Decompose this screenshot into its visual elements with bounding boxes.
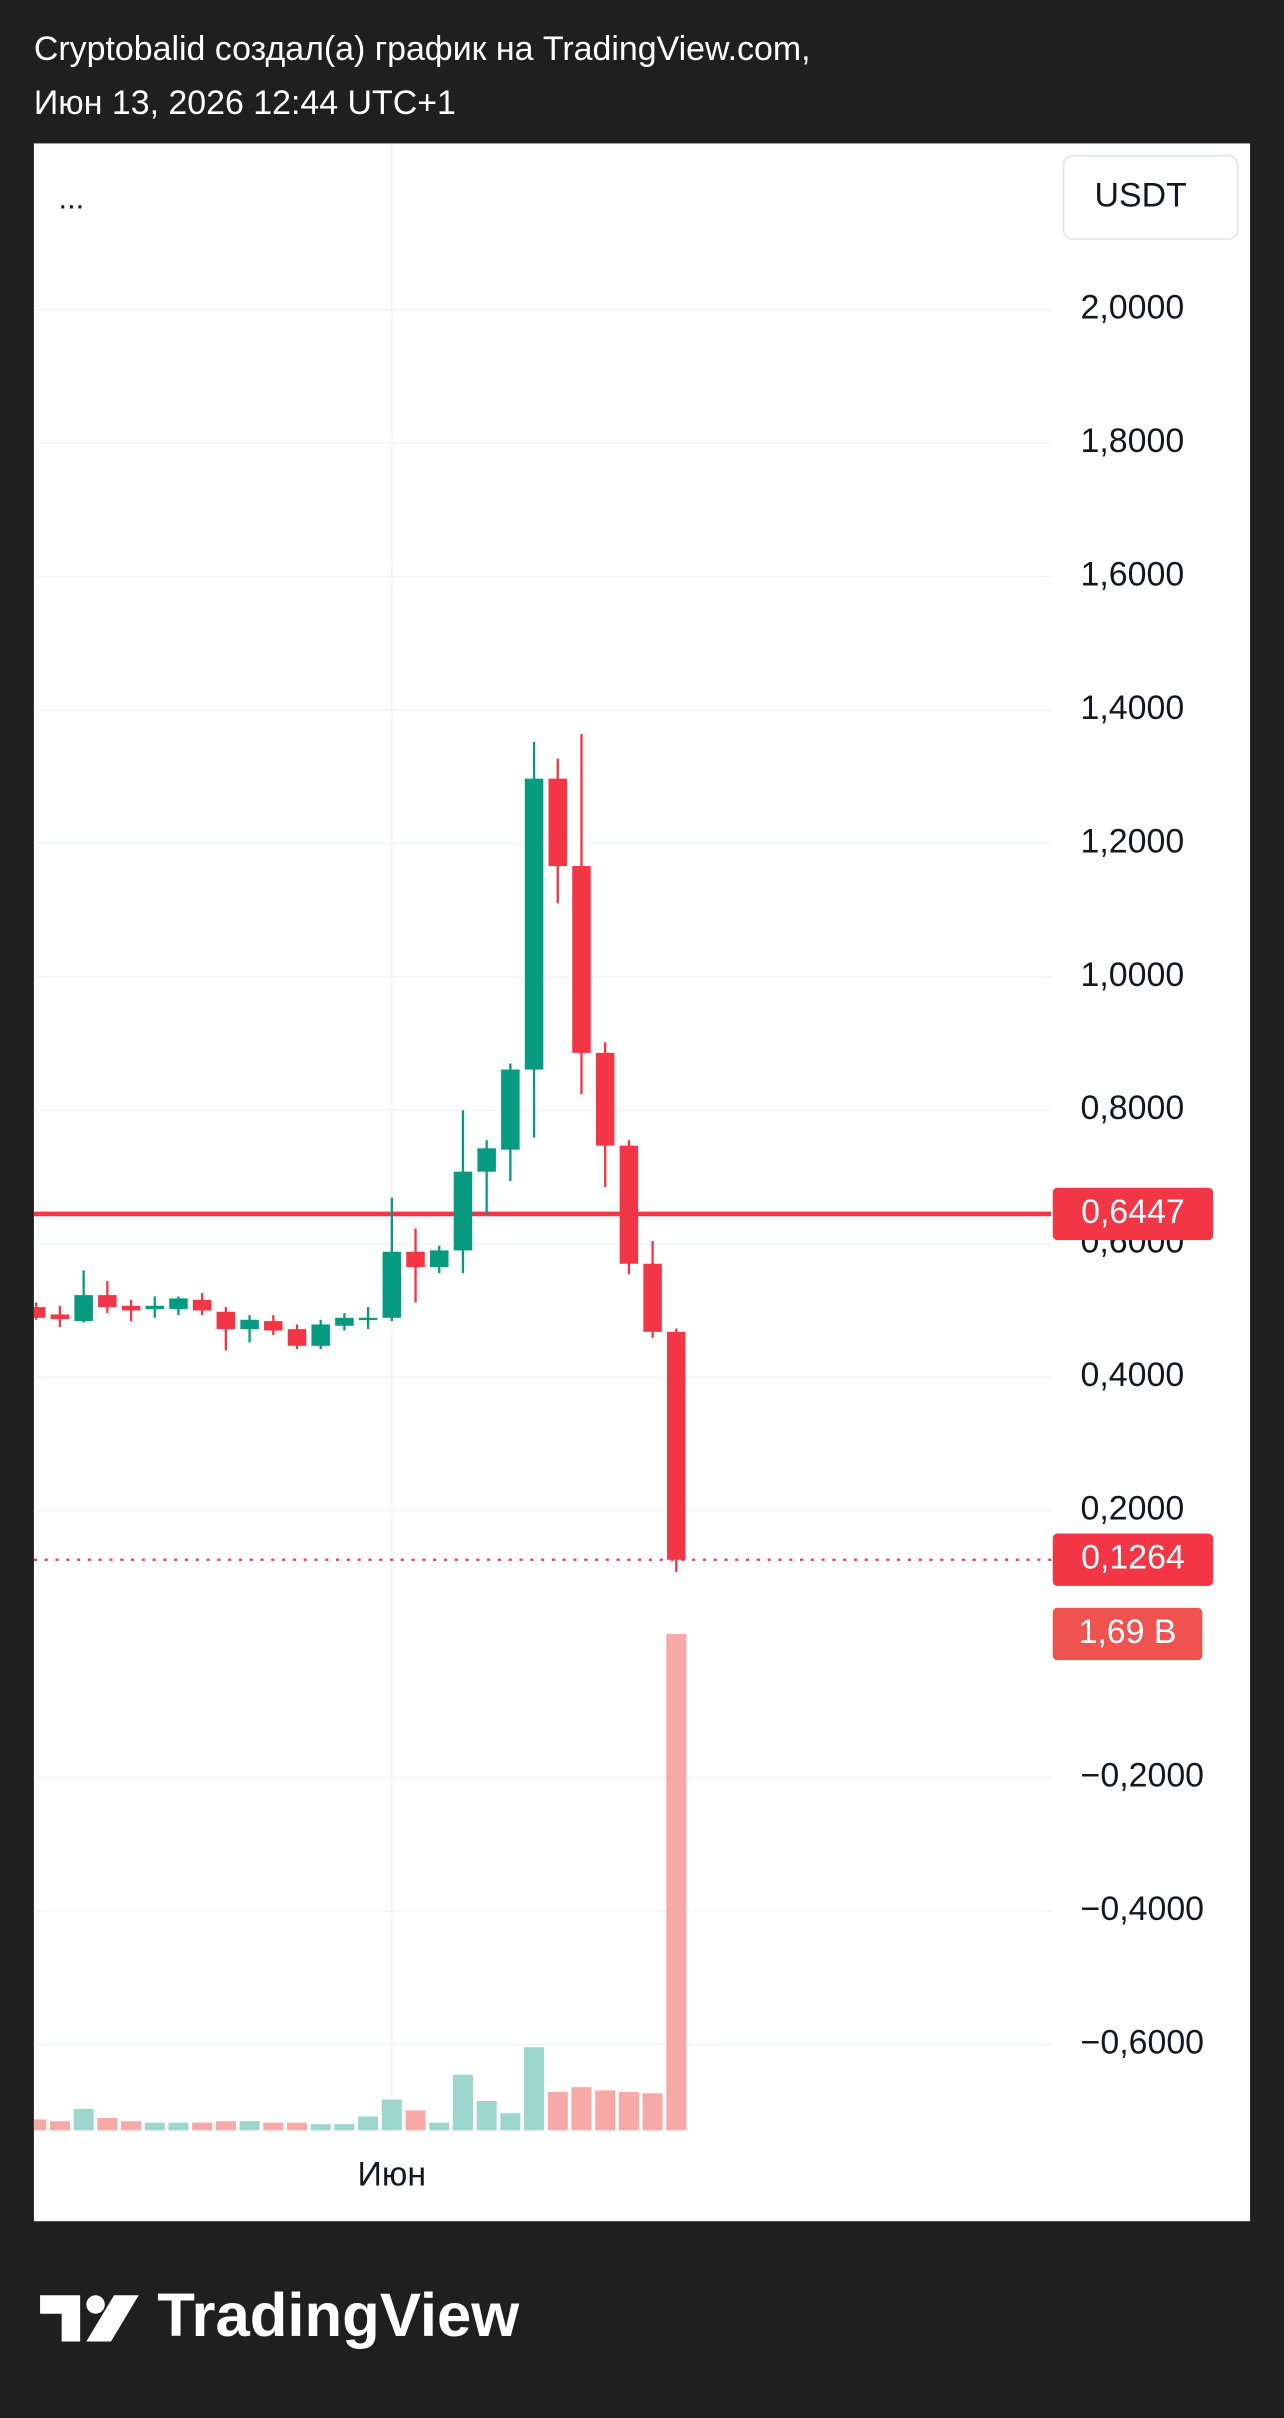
logo-text: TradingView (157, 2281, 520, 2350)
candle-body (216, 1311, 236, 1330)
y-tick-label: −0,4000 (1081, 1890, 1205, 1928)
volume-bar (500, 2113, 521, 2131)
legend: ... (59, 181, 85, 216)
candle-body (33, 1307, 46, 1318)
volume-bar (215, 2121, 236, 2131)
volume-bar (168, 2122, 189, 2131)
logo: TradingView (40, 2281, 520, 2350)
volume-bar (334, 2124, 355, 2131)
currency: USDT (1094, 176, 1186, 214)
candle-body (524, 778, 544, 1070)
candle-body (501, 1069, 520, 1150)
y-tick-label: 1,6000 (1081, 555, 1185, 593)
volume-bar (595, 2090, 616, 2131)
volume-label-box (1052, 1607, 1203, 1661)
volume-bar (571, 2087, 592, 2131)
volume-bar (429, 2122, 450, 2131)
volume-label: 1,69 B (1079, 1613, 1177, 1651)
candle-body (121, 1305, 141, 1311)
candle-body (358, 1317, 378, 1321)
volume-bar (405, 2110, 426, 2131)
volume-bar (144, 2122, 165, 2131)
header-line: Июн 13, 2026 12:44 UTC+1 (34, 84, 456, 122)
volume-bar (121, 2121, 142, 2131)
candle-body (548, 778, 568, 867)
header-line: Cryptobalid создал(а) график на TradingV… (34, 30, 811, 68)
volume-bar (524, 2047, 545, 2131)
candle-body (74, 1295, 93, 1322)
volume-bar (476, 2100, 497, 2131)
candle-body (453, 1171, 473, 1251)
volume-bar (49, 2121, 70, 2131)
volume-bar (666, 1633, 687, 2131)
volume-bar (286, 2122, 308, 2131)
candle-body (406, 1251, 425, 1268)
y-tick-label: −0,6000 (1081, 2023, 1205, 2061)
candle-body (50, 1314, 70, 1320)
candle-body (240, 1319, 259, 1330)
volume-bar (310, 2124, 331, 2131)
volume-bar (452, 2074, 473, 2131)
volume-bar (358, 2116, 379, 2131)
candle-body (169, 1298, 188, 1310)
candle-body (595, 1052, 615, 1146)
grid (33, 143, 1052, 2131)
candle-body (643, 1263, 662, 1332)
y-tick-label: 0,4000 (1081, 1356, 1185, 1394)
y-tick-label: 1,2000 (1081, 822, 1185, 860)
candle-body (264, 1321, 283, 1331)
y-tick-label: −0,2000 (1081, 1756, 1205, 1794)
y-tick-label: 0,2000 (1081, 1490, 1185, 1528)
chart-panel (33, 143, 1251, 2222)
candle-body (98, 1295, 117, 1308)
candle-body (572, 866, 591, 1053)
last-price-label: 0,1264 (1081, 1539, 1185, 1577)
candle-body (192, 1299, 212, 1311)
volume-bar (73, 2108, 94, 2131)
y-tick-label: 1,0000 (1081, 956, 1185, 994)
candle-body (145, 1305, 165, 1310)
candle-body (429, 1250, 449, 1268)
alert-price-label-box (1052, 1187, 1214, 1241)
candle-body (287, 1329, 307, 1346)
logo-icon (86, 2295, 139, 2342)
volume-bar (263, 2122, 284, 2131)
y-tick-label: 2,0000 (1081, 289, 1185, 327)
volume-bar (239, 2121, 260, 2131)
y-tick-label: 1,4000 (1081, 689, 1185, 727)
logo-icon (86, 2295, 105, 2314)
y-tick-label: 0,8000 (1081, 1089, 1185, 1127)
candle-body (619, 1145, 639, 1264)
currency-box[interactable] (1062, 154, 1239, 240)
candle-body (477, 1148, 496, 1172)
volume-bar (547, 2091, 568, 2131)
volume-bar (97, 2117, 118, 2131)
volume-bar (618, 2091, 639, 2131)
last-price-label-box (1052, 1533, 1214, 1586)
y-tick-label: 1,8000 (1081, 422, 1185, 460)
candle-body (667, 1331, 686, 1560)
plot (33, 733, 1052, 2131)
volume-bar (33, 2119, 47, 2131)
candle-body (382, 1251, 402, 1318)
price-axis: 2,0000 1,8000 1,6000 1,4000 1,2000 1,0000 0,80… (358, 289, 1214, 2194)
x-tick-label: Июн (358, 2156, 427, 2194)
volume-bar (192, 2122, 213, 2131)
alert-price-label: 0,6447 (1081, 1193, 1185, 1231)
logo-icon (40, 2295, 81, 2342)
candle-body (311, 1324, 330, 1346)
volume-bar (642, 2093, 663, 2131)
volume-bar (381, 2099, 402, 2131)
candle-body (335, 1317, 354, 1326)
